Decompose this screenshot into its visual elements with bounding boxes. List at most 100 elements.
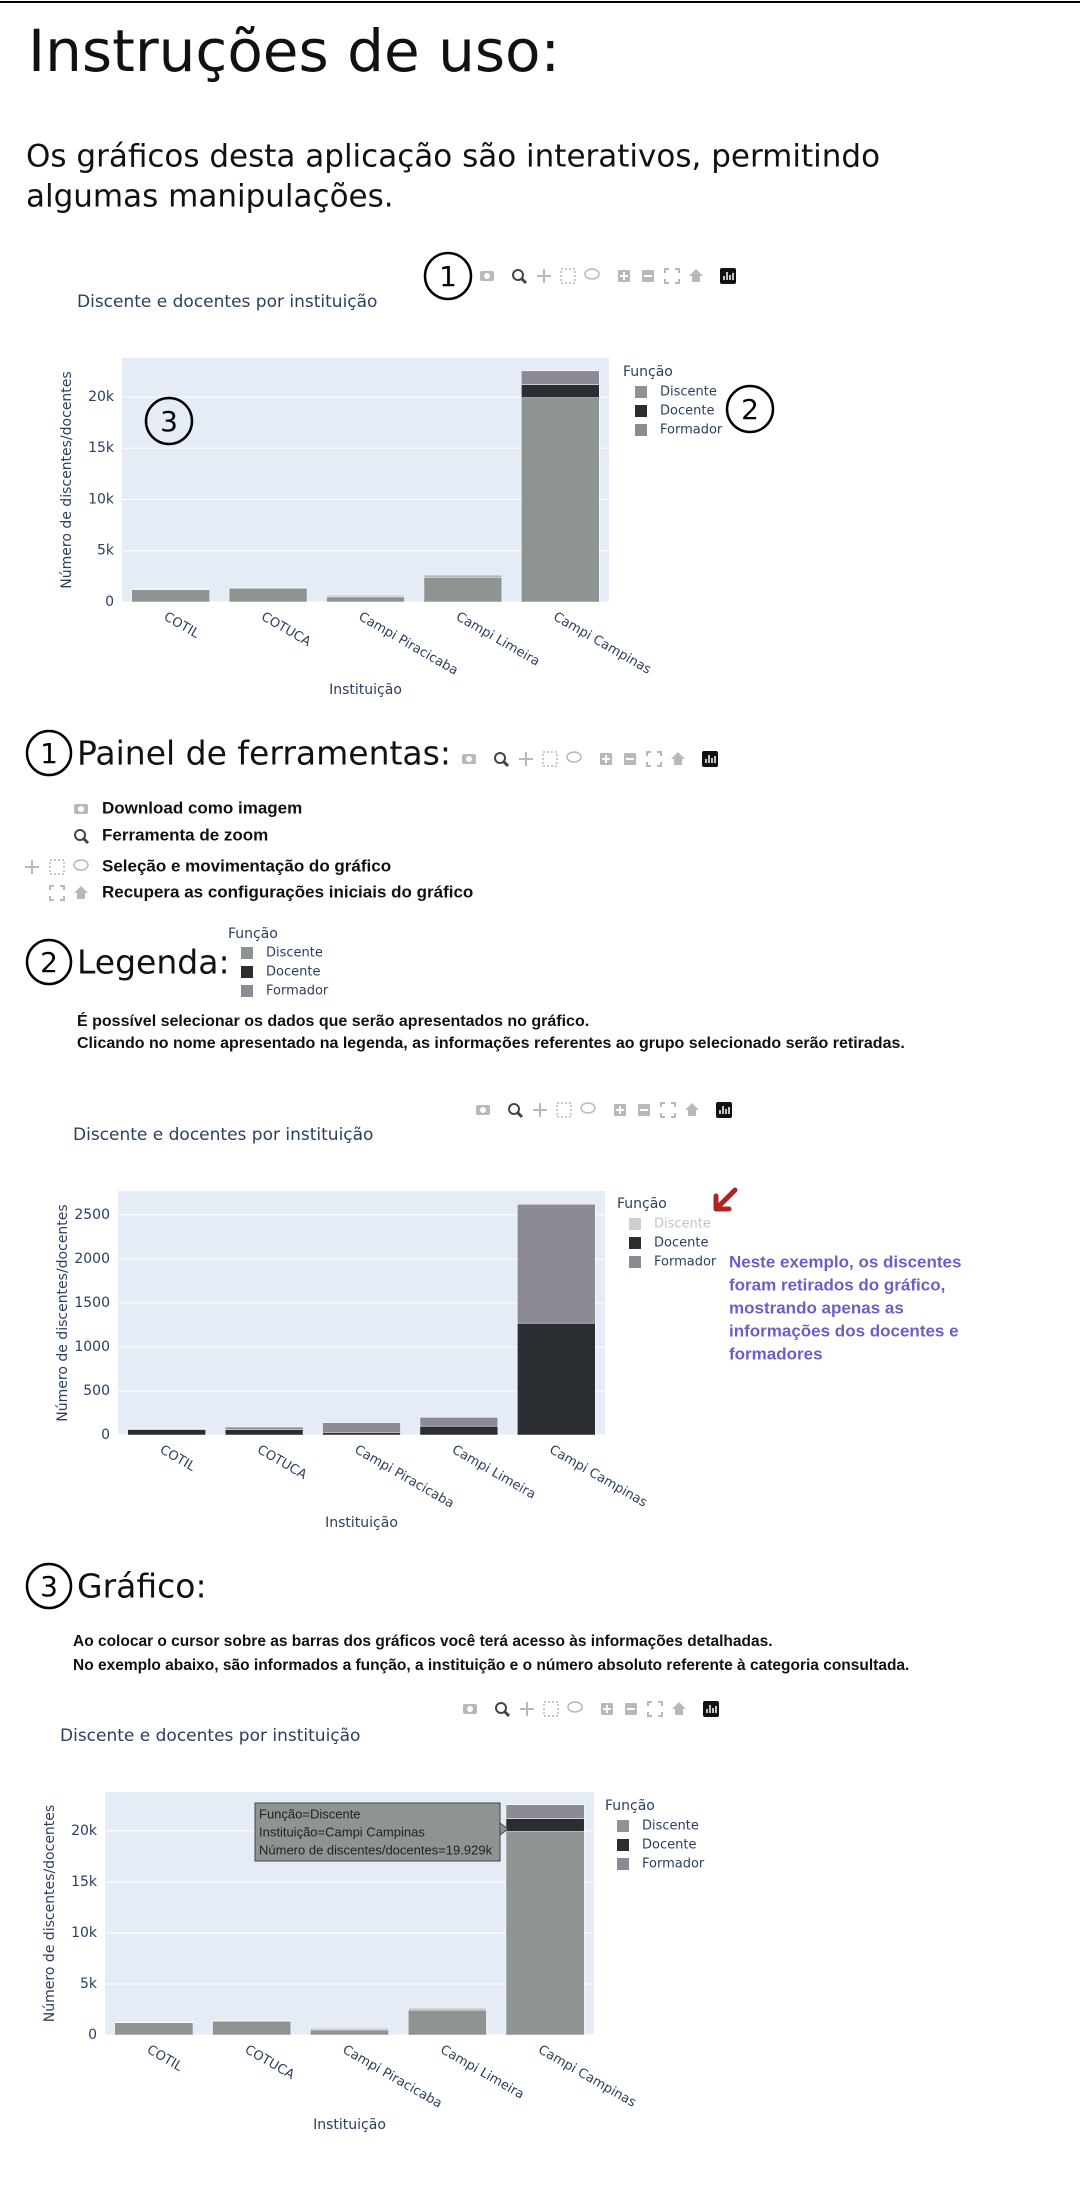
x-tick-label: Campi Campinas (551, 610, 654, 678)
legend-marker[interactable] (629, 1218, 641, 1230)
x-tick-label: Campi Campinas (535, 2043, 638, 2111)
legend-marker[interactable] (635, 424, 647, 436)
legend-marker (241, 966, 253, 978)
legend-title: Função (605, 1798, 655, 1814)
bar (423, 577, 503, 603)
legend-marker[interactable] (617, 1858, 629, 1870)
legend-marker[interactable] (635, 386, 647, 398)
toolbar-icon[interactable] (520, 1702, 534, 1716)
toolbar-icon[interactable] (543, 1701, 559, 1717)
toolbar-icon (82, 837, 90, 845)
toolbar-icon[interactable] (512, 269, 524, 281)
hover-pointer (499, 1822, 509, 1836)
bar (228, 587, 308, 603)
toolbar-icon[interactable] (646, 751, 662, 767)
legend-item[interactable]: Docente (654, 1236, 708, 1251)
toolbar-icon[interactable] (671, 752, 685, 765)
tool-description: Recupera as configurações iniciais do gr… (102, 882, 473, 901)
bar (517, 1322, 596, 1436)
toolbar-icon[interactable] (73, 859, 89, 871)
section-circle (25, 729, 73, 777)
toolbar-icon[interactable] (672, 1702, 686, 1715)
legend-item[interactable]: Formador (660, 423, 723, 438)
section-title: Painel de ferramentas: (77, 734, 451, 773)
toolbar-icon[interactable] (664, 268, 680, 284)
bar (521, 384, 600, 398)
bar (326, 596, 405, 603)
toolbar-icon[interactable] (580, 1102, 596, 1114)
toolbar-icon[interactable] (533, 1103, 547, 1117)
toolbar-icon[interactable] (685, 1103, 699, 1116)
toolbar-icon[interactable] (647, 1701, 663, 1717)
toolbar-icon[interactable] (567, 1701, 583, 1713)
x-tick-label: COTIL (157, 1443, 198, 1476)
toolbar-icon[interactable] (556, 1102, 572, 1118)
y-tick-label: 20k (88, 389, 115, 405)
y-tick-label: 10k (71, 1925, 98, 1941)
toolbar-icon[interactable] (566, 751, 582, 763)
toolbar-icon[interactable] (537, 269, 551, 283)
legend-marker (241, 985, 253, 997)
toolbar-icon (466, 756, 472, 762)
toolbar-icon[interactable] (495, 1702, 507, 1714)
bar (419, 1417, 499, 1427)
paragraph-line: No exemplo abaixo, são informados a funç… (73, 1657, 909, 1674)
legend-item: Formador (266, 984, 329, 999)
toolbar-icon[interactable] (560, 268, 576, 284)
x-axis-title: Instituição (329, 682, 402, 698)
bar (521, 370, 600, 385)
note-line: informações dos docentes e (729, 1321, 959, 1340)
bar (127, 1429, 206, 1436)
toolbar-icon[interactable] (542, 751, 558, 767)
x-tick-label: COTUCA (254, 1443, 309, 1483)
hover-line: Instituição=Campi Campinas (259, 1824, 425, 1839)
paragraph-line: É possível selecionar os dados que serão… (77, 1011, 589, 1030)
toolbar-icon[interactable] (49, 859, 65, 875)
toolbar-icon[interactable] (519, 752, 533, 766)
toolbar-icon[interactable] (74, 886, 88, 899)
toolbar-icon (502, 760, 510, 768)
page-title: Instruções de uso: (28, 17, 560, 85)
y-tick-label: 2500 (74, 1207, 110, 1223)
toolbar-icon[interactable] (74, 829, 86, 841)
x-axis-title: Instituição (325, 1515, 398, 1531)
toolbar-icon[interactable] (689, 269, 703, 282)
legend-marker[interactable] (635, 405, 647, 417)
legend-item[interactable]: Discente (642, 1819, 699, 1834)
toolbar-icon[interactable] (584, 268, 600, 280)
toolbar-icon (602, 755, 610, 763)
bar (505, 1804, 585, 1819)
toolbar-icon[interactable] (660, 1102, 676, 1118)
x-tick-label: Campi Limeira (453, 610, 542, 670)
legend-item[interactable]: Discente (654, 1217, 711, 1232)
legend-title: Função (228, 926, 278, 942)
legend-item[interactable]: Docente (642, 1838, 696, 1853)
y-tick-label: 1000 (74, 1339, 110, 1355)
legend-marker[interactable] (617, 1820, 629, 1832)
legend-item[interactable]: Formador (642, 1857, 705, 1872)
y-tick-label: 15k (71, 1874, 98, 1890)
toolbar-icon (467, 1706, 473, 1712)
legend-title: Função (617, 1196, 667, 1212)
bar (322, 1422, 401, 1433)
hover-line: Número de discentes/docentes=19.929k (259, 1842, 493, 1857)
legend-item: Docente (266, 965, 320, 980)
bar (114, 2022, 194, 2036)
y-tick-label: 0 (88, 2027, 97, 2043)
toolbar-icon[interactable] (25, 860, 39, 874)
legend-item[interactable]: Formador (654, 1255, 717, 1270)
legend-item[interactable]: Discente (660, 385, 717, 400)
legend-marker[interactable] (629, 1237, 641, 1249)
toolbar-icon[interactable] (508, 1103, 520, 1115)
toolbar-icon[interactable] (49, 885, 65, 901)
toolbar-icon[interactable] (494, 752, 506, 764)
bar (212, 2020, 292, 2036)
legend-item[interactable]: Docente (660, 404, 714, 419)
callout-circle (144, 396, 194, 446)
legend-marker[interactable] (629, 1256, 641, 1268)
legend-marker[interactable] (617, 1839, 629, 1851)
section-circle (25, 1562, 73, 1610)
x-tick-label: COTUCA (258, 610, 313, 650)
toolbar-icon (723, 272, 734, 280)
tool-description: Download como imagem (102, 798, 302, 817)
